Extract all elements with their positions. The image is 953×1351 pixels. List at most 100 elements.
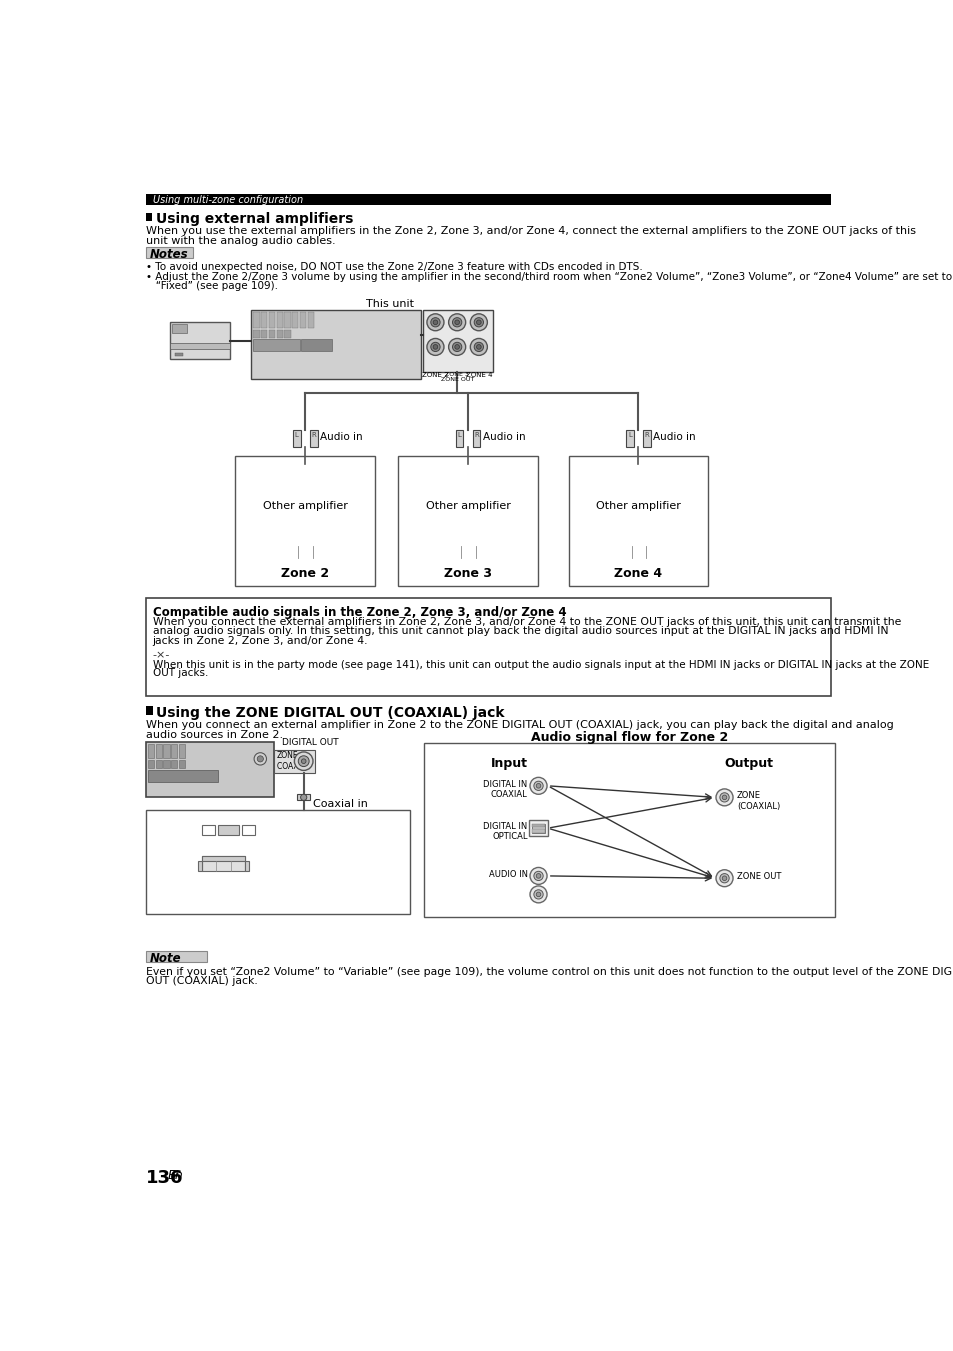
Text: 136: 136 xyxy=(146,1169,184,1188)
Bar xyxy=(146,247,193,258)
Circle shape xyxy=(427,339,443,355)
Text: When you use the external amplifiers in the Zone 2, Zone 3, and/or Zone 4, conne: When you use the external amplifiers in … xyxy=(146,226,916,236)
Text: OUT jacks.: OUT jacks. xyxy=(152,667,208,678)
Bar xyxy=(253,312,259,328)
Circle shape xyxy=(474,342,483,351)
Bar xyxy=(217,825,239,835)
Bar xyxy=(202,857,245,871)
Circle shape xyxy=(455,345,459,349)
Circle shape xyxy=(536,892,540,897)
Bar xyxy=(155,761,162,769)
Bar xyxy=(529,820,547,836)
Text: ZONE 3
ZONE OUT: ZONE 3 ZONE OUT xyxy=(440,372,474,382)
Bar xyxy=(280,546,284,558)
Text: Audio signal flow for Zone 2: Audio signal flow for Zone 2 xyxy=(530,731,727,744)
Text: En: En xyxy=(168,1169,184,1182)
Text: ZONE 4: ZONE 4 xyxy=(465,372,492,377)
Text: Audio in: Audio in xyxy=(482,432,525,442)
Bar xyxy=(155,744,162,758)
Text: Using external amplifiers: Using external amplifiers xyxy=(155,212,353,226)
Bar xyxy=(274,750,314,773)
Bar xyxy=(284,312,291,328)
Circle shape xyxy=(431,317,439,327)
Bar xyxy=(172,324,187,334)
Bar xyxy=(202,825,214,835)
Text: -×-: -×- xyxy=(152,650,170,661)
Bar xyxy=(148,761,154,769)
Circle shape xyxy=(448,313,465,331)
Bar xyxy=(486,473,498,484)
Bar xyxy=(293,430,300,447)
Text: Audio in: Audio in xyxy=(653,432,695,442)
Bar xyxy=(617,540,659,558)
Text: unit with the analog audio cables.: unit with the analog audio cables. xyxy=(146,236,335,246)
Circle shape xyxy=(534,781,542,790)
Bar xyxy=(447,540,489,546)
Text: When you connect the external amplifiers in Zone 2, Zone 3, and/or Zone 4 to the: When you connect the external amplifiers… xyxy=(152,617,900,627)
Text: • Adjust the Zone 2/Zone 3 volume by using the amplifier in the second/third roo: • Adjust the Zone 2/Zone 3 volume by usi… xyxy=(146,273,951,282)
Bar xyxy=(617,473,629,484)
Text: Using multi-zone configuration: Using multi-zone configuration xyxy=(152,196,302,205)
Circle shape xyxy=(448,339,465,355)
Bar xyxy=(174,353,183,357)
Bar xyxy=(617,540,659,546)
Text: ZONE
COAX IN: ZONE COAX IN xyxy=(276,751,308,770)
Text: Note: Note xyxy=(150,952,182,965)
Bar xyxy=(402,463,534,524)
Bar xyxy=(146,195,831,205)
Text: DIGITAL OUT: DIGITAL OUT xyxy=(282,738,338,747)
Text: When this unit is in the party mode (see page 141), this unit can output the aud: When this unit is in the party mode (see… xyxy=(152,659,928,670)
Bar xyxy=(276,330,282,338)
Bar xyxy=(322,558,325,561)
Bar xyxy=(326,546,330,558)
Bar xyxy=(568,457,707,585)
Bar xyxy=(239,463,371,524)
Bar xyxy=(423,743,834,917)
Text: DIGITAL IN
COAXIAL: DIGITAL IN COAXIAL xyxy=(483,780,527,798)
Text: R: R xyxy=(644,431,649,438)
Text: AUDIO IN: AUDIO IN xyxy=(488,870,527,878)
Bar xyxy=(625,430,633,447)
Bar xyxy=(443,546,447,558)
Text: When you connect an external amplifier in Zone 2 to the ZONE DIGITAL OUT (COAXIA: When you connect an external amplifier i… xyxy=(146,720,893,731)
Bar xyxy=(253,339,299,351)
Bar xyxy=(198,861,202,871)
Circle shape xyxy=(476,320,480,324)
Text: Coaxial in: Coaxial in xyxy=(313,798,368,809)
Circle shape xyxy=(470,339,487,355)
Circle shape xyxy=(452,317,461,327)
Bar xyxy=(484,558,488,561)
Bar xyxy=(170,343,230,349)
Bar xyxy=(235,457,375,585)
Circle shape xyxy=(300,794,307,800)
Bar xyxy=(179,744,185,758)
Bar xyxy=(284,540,327,558)
Text: audio sources in Zone 2.: audio sources in Zone 2. xyxy=(146,730,283,739)
Bar xyxy=(297,794,310,800)
Bar xyxy=(269,312,274,328)
Bar xyxy=(655,558,658,561)
Circle shape xyxy=(536,874,540,878)
Bar xyxy=(261,312,267,328)
Bar xyxy=(618,558,620,561)
Circle shape xyxy=(294,753,313,770)
Bar xyxy=(276,312,282,328)
Bar xyxy=(446,473,458,484)
Text: Other amplifier: Other amplifier xyxy=(425,501,510,511)
Bar xyxy=(472,430,480,447)
Circle shape xyxy=(720,793,728,802)
Bar xyxy=(163,761,170,769)
Text: DIGITAL IN
OPTICAL: DIGITAL IN OPTICAL xyxy=(483,821,527,842)
Circle shape xyxy=(474,317,483,327)
Bar xyxy=(284,540,327,546)
Text: Output: Output xyxy=(724,758,773,770)
Text: Compatible audio signals in the Zone 2, Zone 3, and/or Zone 4: Compatible audio signals in the Zone 2, … xyxy=(152,605,566,619)
Bar xyxy=(659,546,662,558)
Circle shape xyxy=(534,871,542,881)
Circle shape xyxy=(716,789,732,805)
Bar xyxy=(146,705,152,715)
Bar xyxy=(146,742,274,797)
Circle shape xyxy=(452,342,461,351)
Bar xyxy=(170,323,230,359)
Bar xyxy=(397,457,537,585)
